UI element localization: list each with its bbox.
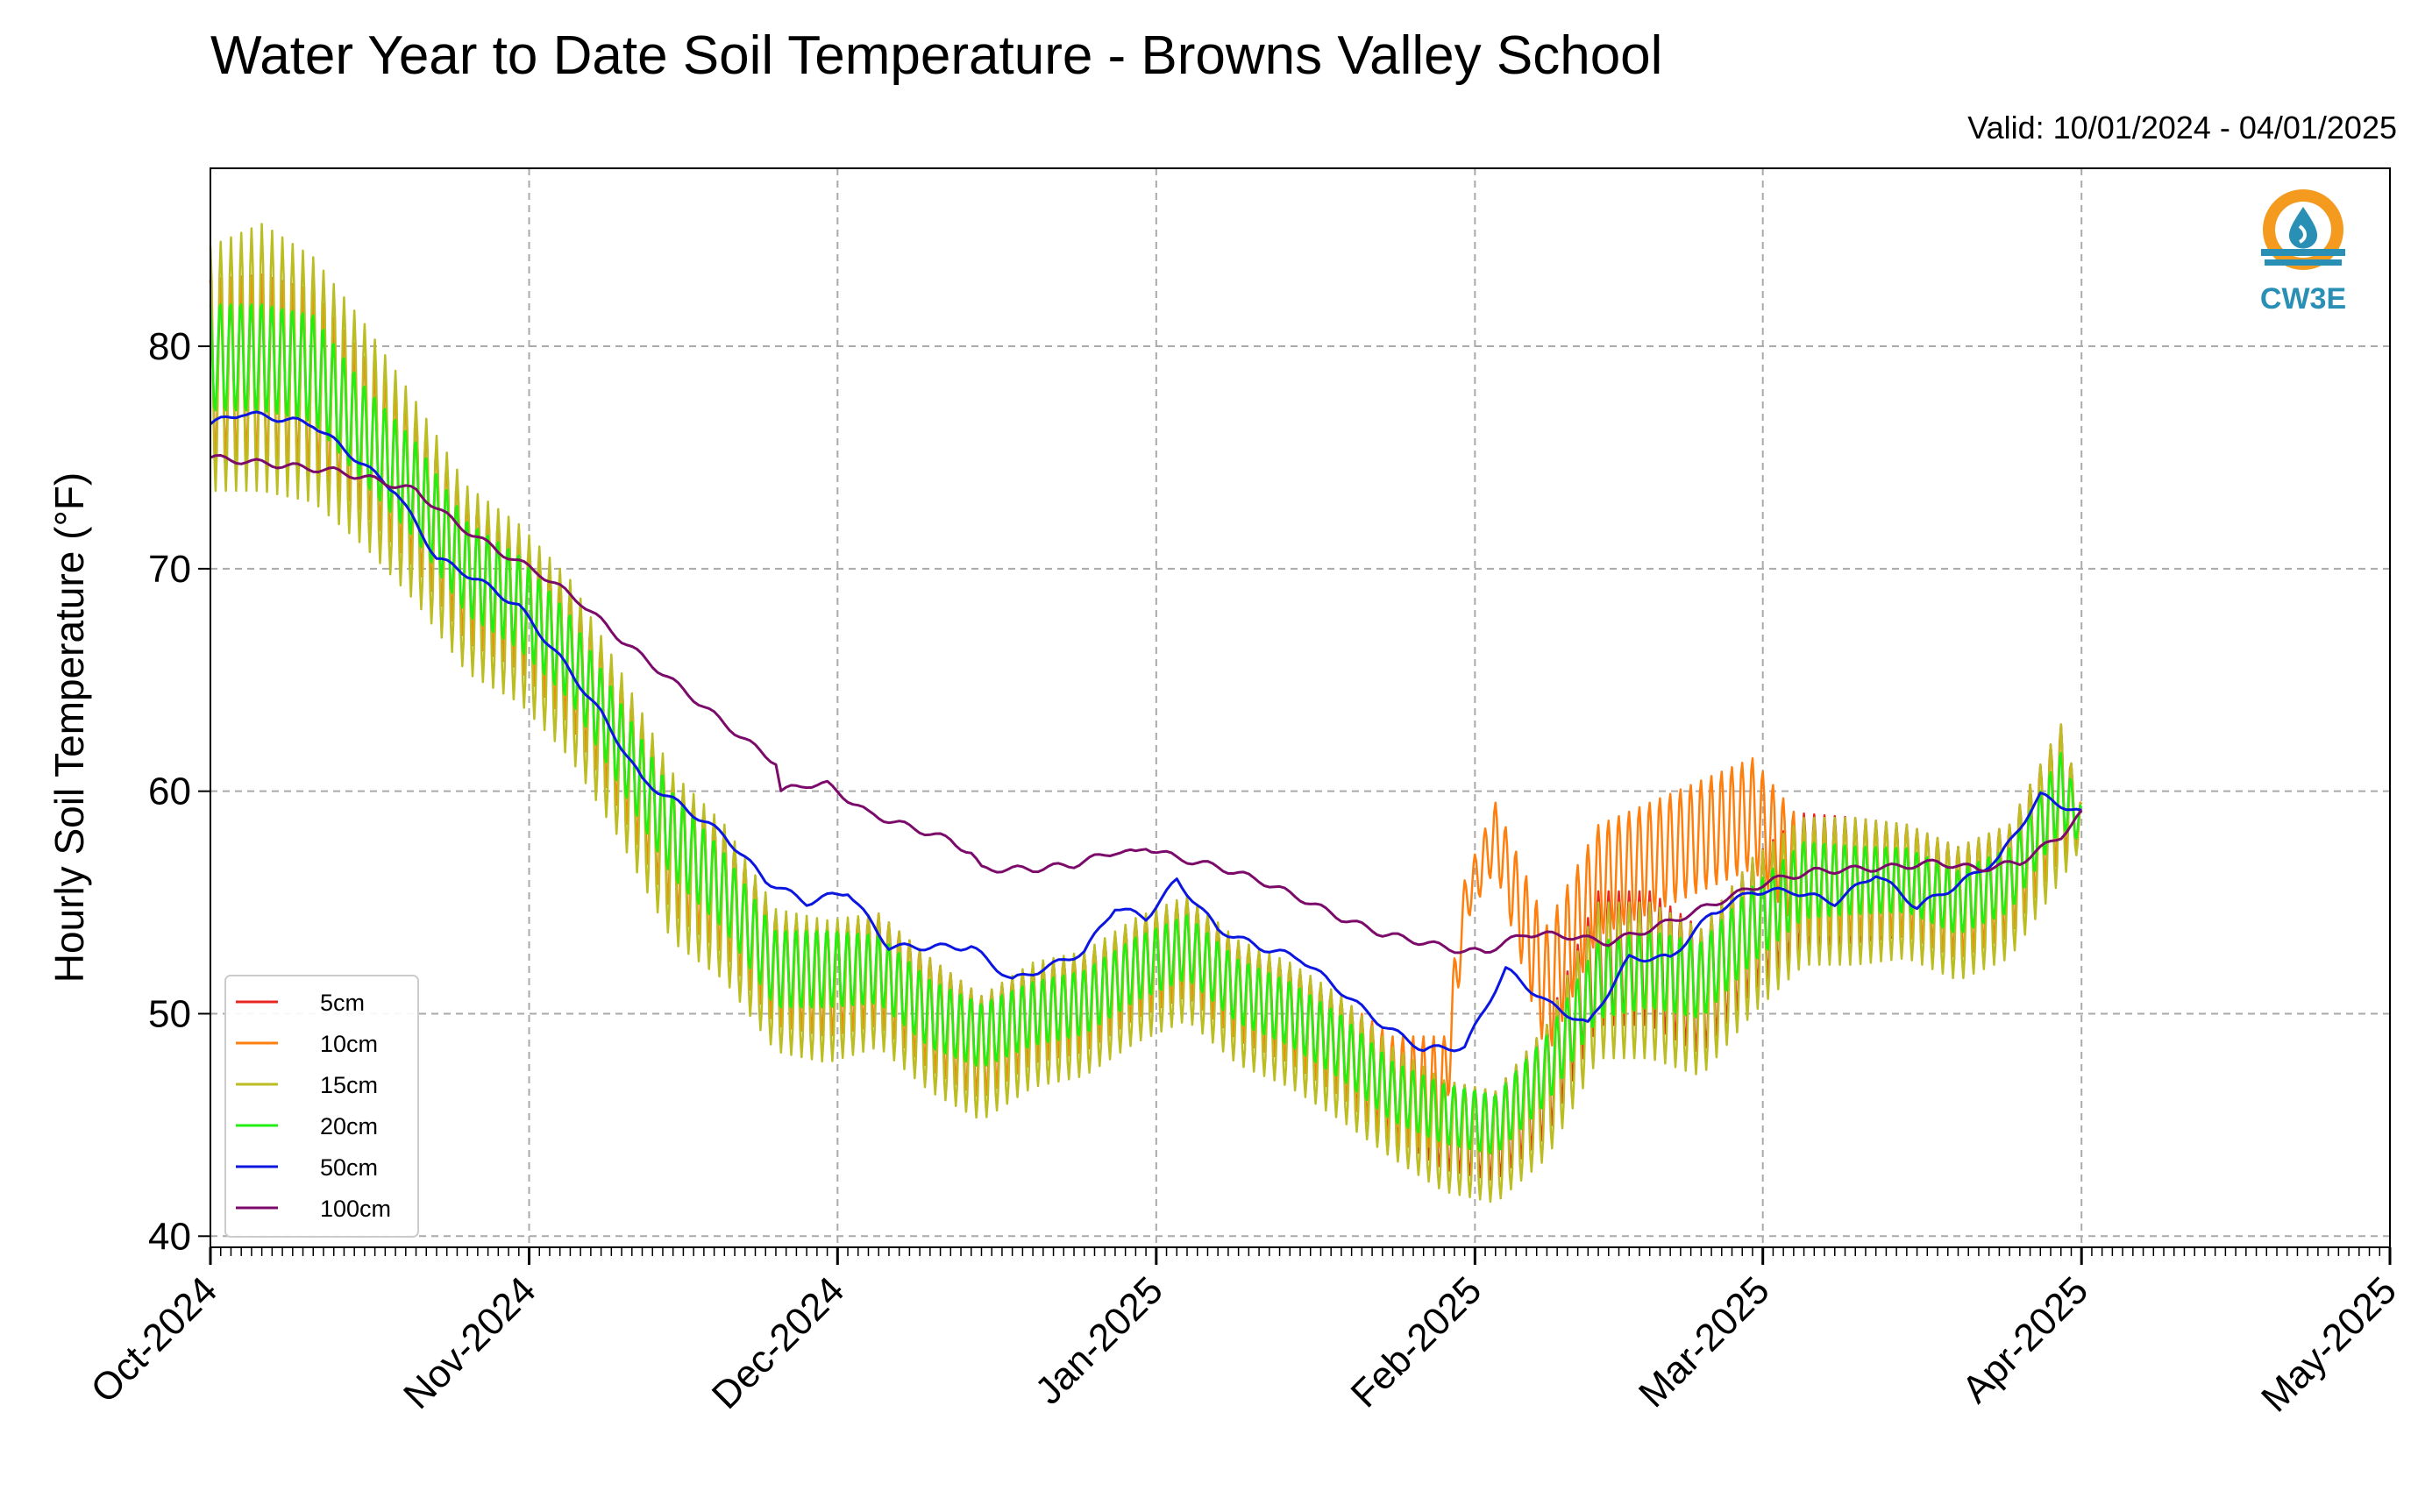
grid-lines xyxy=(210,168,2391,1247)
x-tick-label: Feb-2025 xyxy=(1343,1268,1490,1416)
legend-label: 10cm xyxy=(320,1031,378,1057)
chart-title: Water Year to Date Soil Temperature - Br… xyxy=(210,25,1663,86)
series-line-20cm xyxy=(209,303,2083,1155)
x-tick-label: Oct-2024 xyxy=(82,1268,225,1411)
legend: 5cm 10cm 15cm 20cm 50cm 100cm xyxy=(224,975,419,1238)
legend-label: 100cm xyxy=(320,1196,391,1222)
cw3e-logo: CW3E xyxy=(2260,189,2346,316)
logo-text: CW3E xyxy=(2260,282,2346,316)
y-tick-label: 40 xyxy=(148,1215,191,1258)
plot-frame xyxy=(210,167,2391,1248)
x-tick-label: May-2025 xyxy=(2253,1268,2405,1420)
series-line-10cm xyxy=(209,274,2082,1148)
y-tick-label: 80 xyxy=(148,325,191,368)
series-line-15cm xyxy=(209,223,2083,1203)
legend-box xyxy=(224,975,419,1238)
legend-label: 15cm xyxy=(320,1072,378,1098)
legend-label: 5cm xyxy=(320,990,365,1016)
series-line-100cm xyxy=(210,454,2083,955)
y-tick-label: 70 xyxy=(148,548,191,591)
x-tick-label: Dec-2024 xyxy=(704,1268,853,1417)
y-axis-label: Hourly Soil Temperature (°F) xyxy=(46,472,92,983)
series-line-5cm xyxy=(209,273,2083,1181)
x-tick-label: Jan-2025 xyxy=(1028,1268,1171,1412)
x-tick-label: Apr-2025 xyxy=(1954,1268,2097,1411)
series-line-50cm xyxy=(210,410,2082,1053)
x-tick-label: Mar-2025 xyxy=(1631,1268,1778,1416)
y-tick-label: 60 xyxy=(148,770,191,813)
series-lines xyxy=(209,223,2083,1203)
x-tick-label: Nov-2024 xyxy=(395,1268,544,1417)
legend-label: 20cm xyxy=(320,1113,378,1139)
valid-date-range: Valid: 10/01/2024 - 04/01/2025 xyxy=(1967,110,2397,146)
legend-label: 50cm xyxy=(320,1154,378,1181)
y-tick-label: 50 xyxy=(148,992,191,1035)
